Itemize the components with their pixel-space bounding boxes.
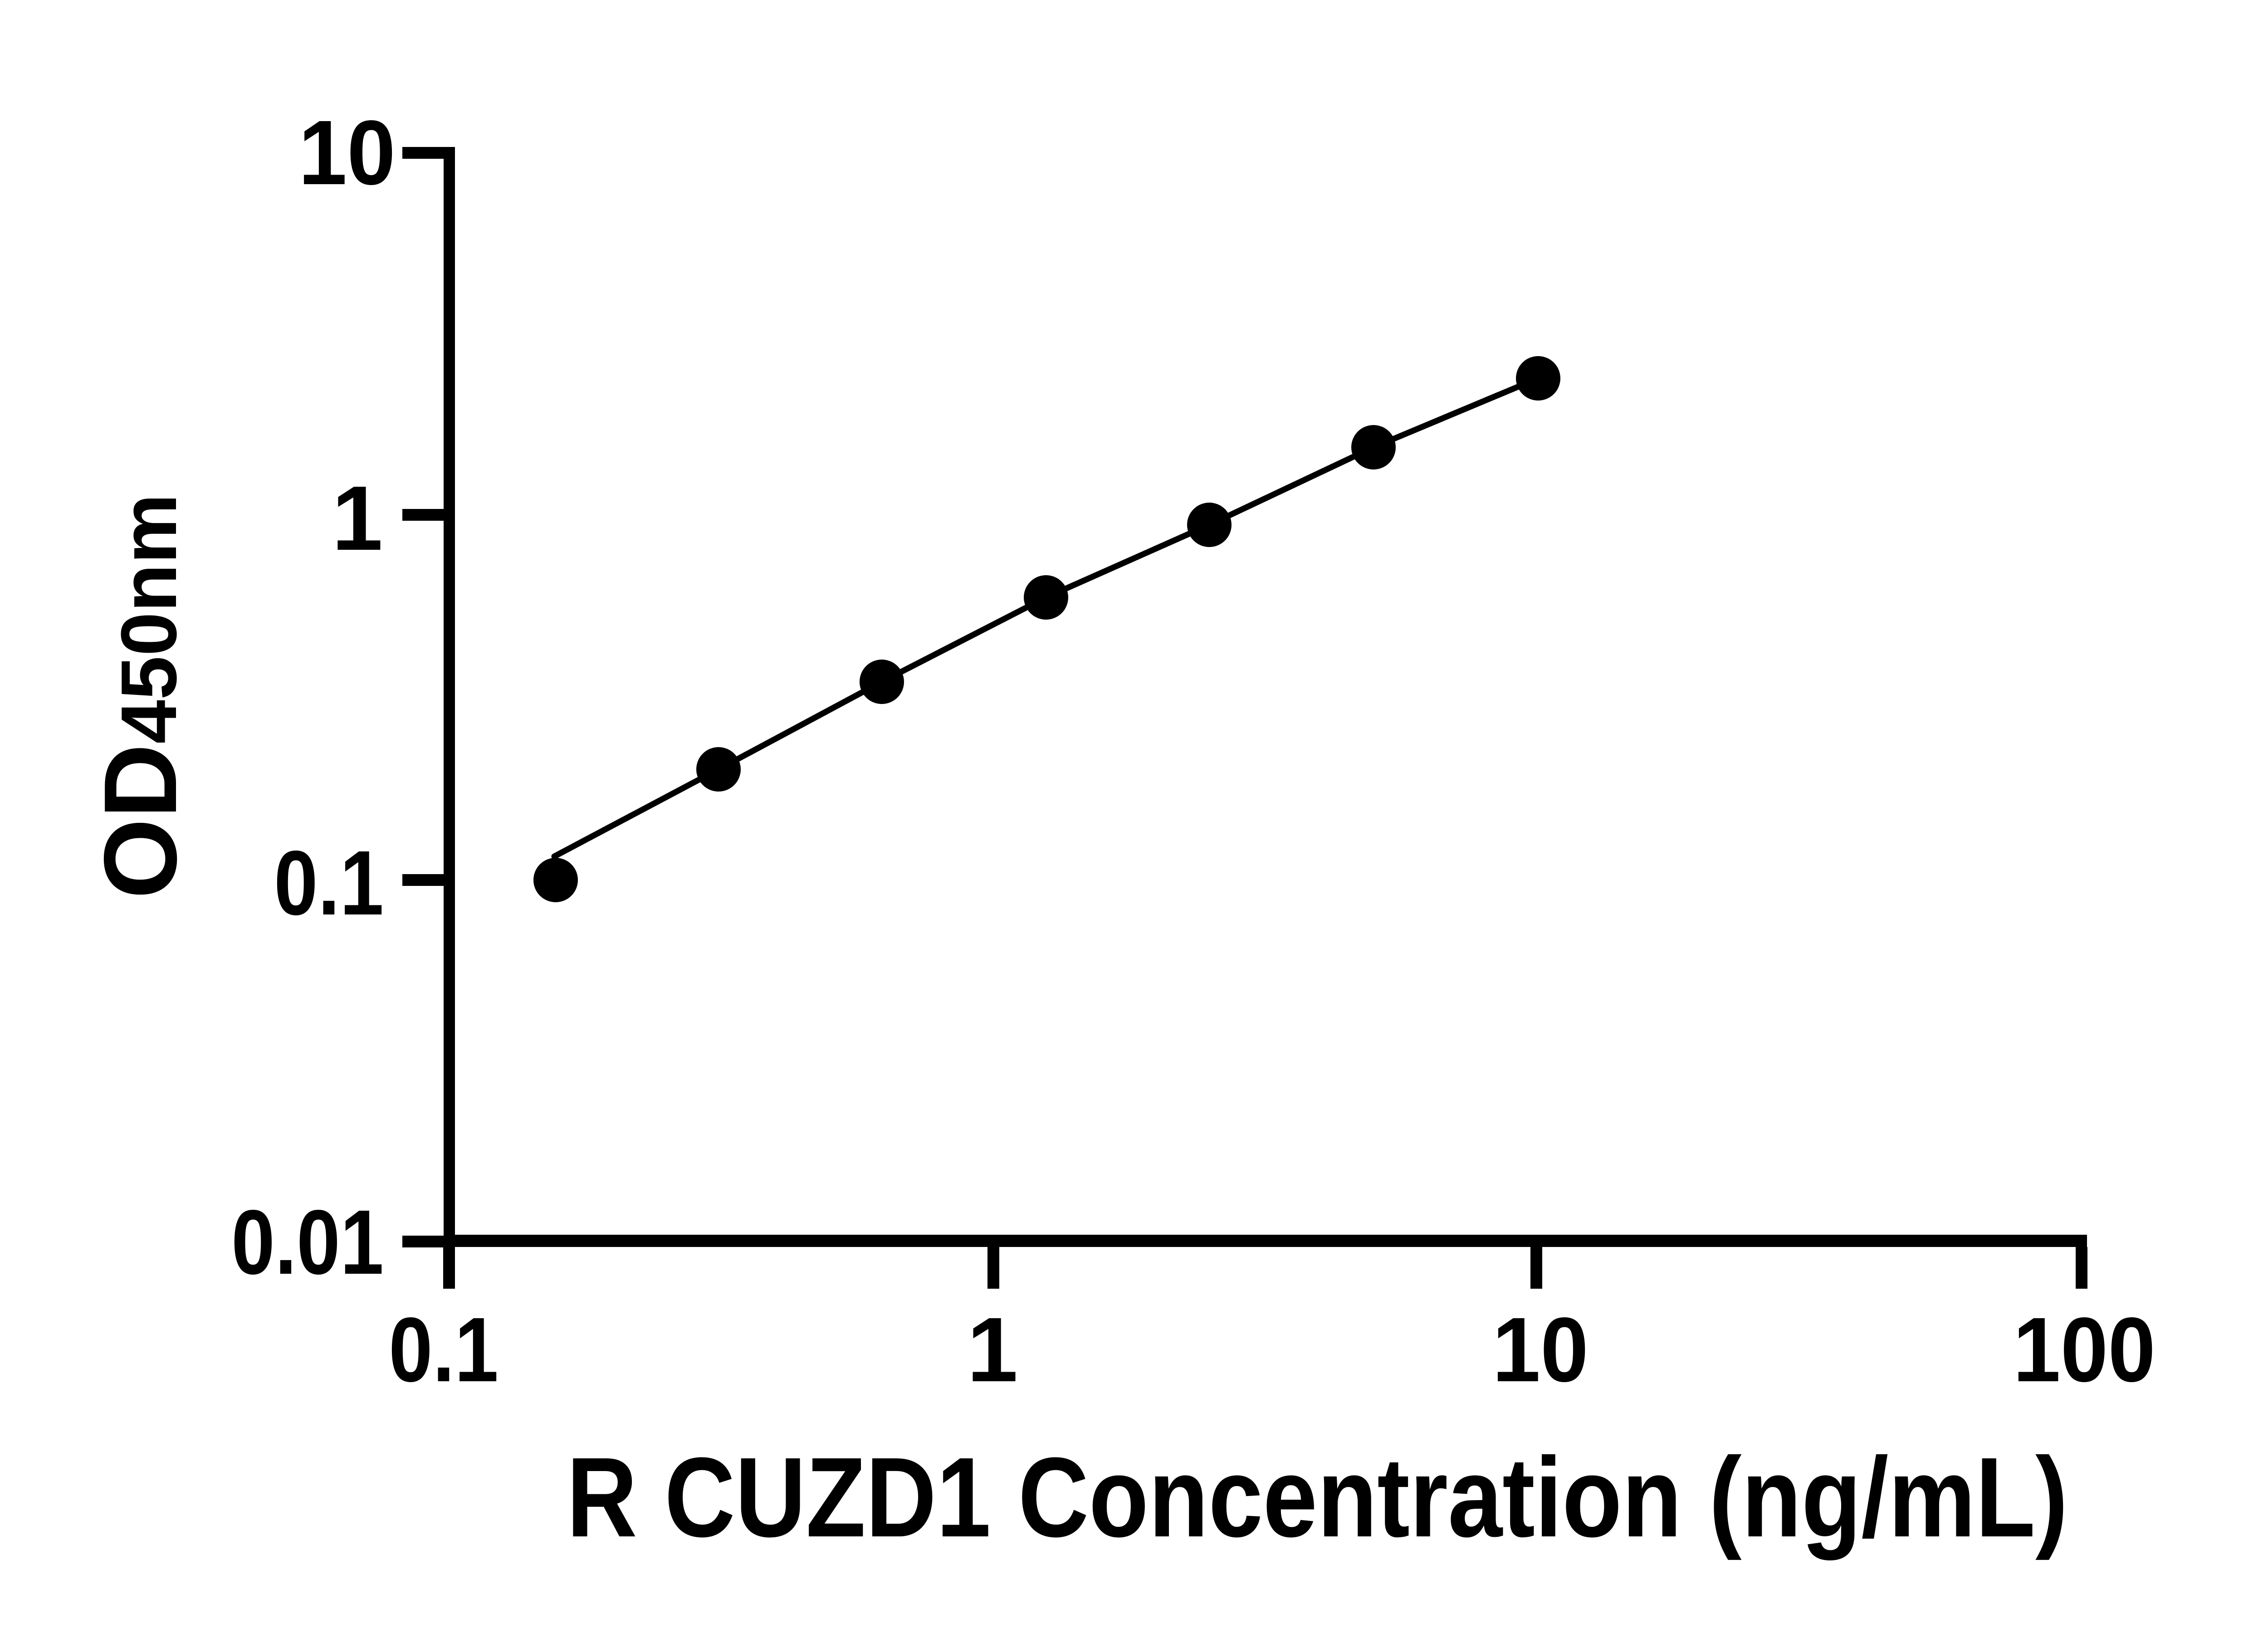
svg-text:1: 1: [332, 467, 383, 569]
svg-text:0.1: 0.1: [274, 831, 384, 934]
svg-text:0.01: 0.01: [231, 1191, 384, 1293]
svg-text:10: 10: [1492, 1298, 1589, 1401]
svg-text:R CUZD1 Concentration (ng/mL): R CUZD1 Concentration (ng/mL): [567, 1434, 2068, 1560]
svg-text:0.1: 0.1: [389, 1298, 499, 1401]
svg-text:OD450nm: OD450nm: [83, 494, 198, 899]
svg-text:1: 1: [967, 1298, 1018, 1401]
svg-text:100: 100: [2013, 1298, 2156, 1401]
svg-text:10: 10: [298, 101, 396, 204]
